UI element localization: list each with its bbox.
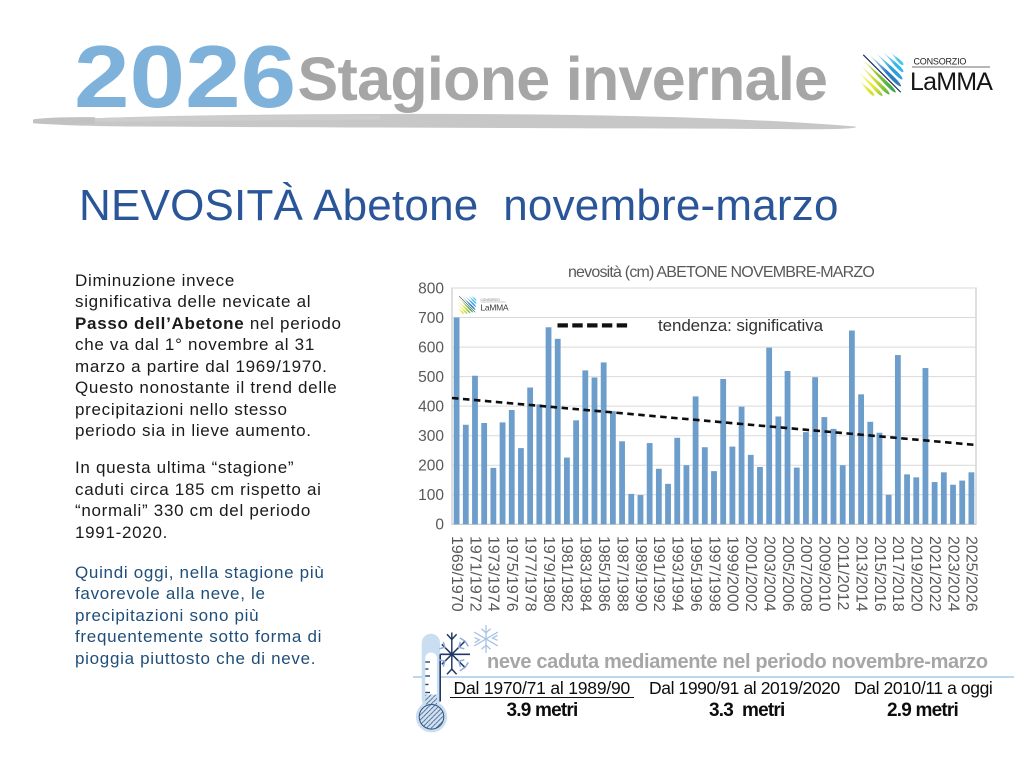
- svg-text:2023/2024: 2023/2024: [944, 536, 961, 612]
- svg-text:2025/2026: 2025/2026: [963, 536, 980, 612]
- svg-text:1979/1980: 1979/1980: [540, 536, 557, 612]
- svg-text:1997/1998: 1997/1998: [705, 536, 722, 612]
- svg-text:1973/1974: 1973/1974: [485, 536, 502, 612]
- svg-text:1977/1978: 1977/1978: [521, 536, 538, 612]
- svg-text:2013/2014: 2013/2014: [852, 536, 869, 612]
- svg-text:2011/2012: 2011/2012: [834, 536, 851, 611]
- svg-text:1999/2000: 1999/2000: [724, 536, 741, 612]
- svg-text:300: 300: [418, 428, 444, 445]
- svg-text:1985/1986: 1985/1986: [595, 536, 612, 612]
- svg-text:2003/2004: 2003/2004: [760, 536, 777, 612]
- svg-text:2007/2008: 2007/2008: [797, 536, 814, 612]
- svg-text:2015/2016: 2015/2016: [871, 536, 888, 612]
- svg-text:2019/2020: 2019/2020: [908, 536, 925, 612]
- svg-text:1983/1984: 1983/1984: [577, 536, 594, 612]
- svg-text:2009/2010: 2009/2010: [816, 536, 833, 612]
- svg-text:2005/2006: 2005/2006: [779, 536, 796, 612]
- svg-text:CONSORZIO: CONSORZIO: [481, 298, 501, 302]
- svg-text:2001/2002: 2001/2002: [742, 536, 759, 612]
- svg-text:1987/1988: 1987/1988: [613, 536, 630, 612]
- svg-text:2021/2022: 2021/2022: [926, 536, 943, 612]
- svg-text:1975/1976: 1975/1976: [503, 536, 520, 612]
- svg-text:LaMMA: LaMMA: [481, 303, 509, 313]
- svg-text:0: 0: [435, 517, 444, 534]
- svg-text:CONSORZIO: CONSORZIO: [914, 57, 967, 67]
- svg-text:2017/2018: 2017/2018: [889, 536, 906, 612]
- svg-text:100: 100: [418, 487, 444, 504]
- svg-text:1969/1970: 1969/1970: [448, 536, 465, 612]
- svg-text:1991/1992: 1991/1992: [650, 536, 667, 612]
- svg-text:700: 700: [418, 310, 444, 327]
- svg-text:200: 200: [418, 458, 444, 475]
- svg-text:1971/1972: 1971/1972: [466, 536, 483, 612]
- svg-text:1981/1982: 1981/1982: [558, 536, 575, 612]
- svg-text:1993/1994: 1993/1994: [669, 536, 686, 612]
- svg-text:500: 500: [418, 369, 444, 386]
- svg-text:1989/1990: 1989/1990: [632, 536, 649, 612]
- svg-text:400: 400: [418, 398, 444, 415]
- svg-text:1995/1996: 1995/1996: [687, 536, 704, 612]
- svg-text:600: 600: [418, 339, 444, 356]
- svg-text:LaMMA: LaMMA: [910, 68, 993, 96]
- svg-text:800: 800: [418, 280, 444, 297]
